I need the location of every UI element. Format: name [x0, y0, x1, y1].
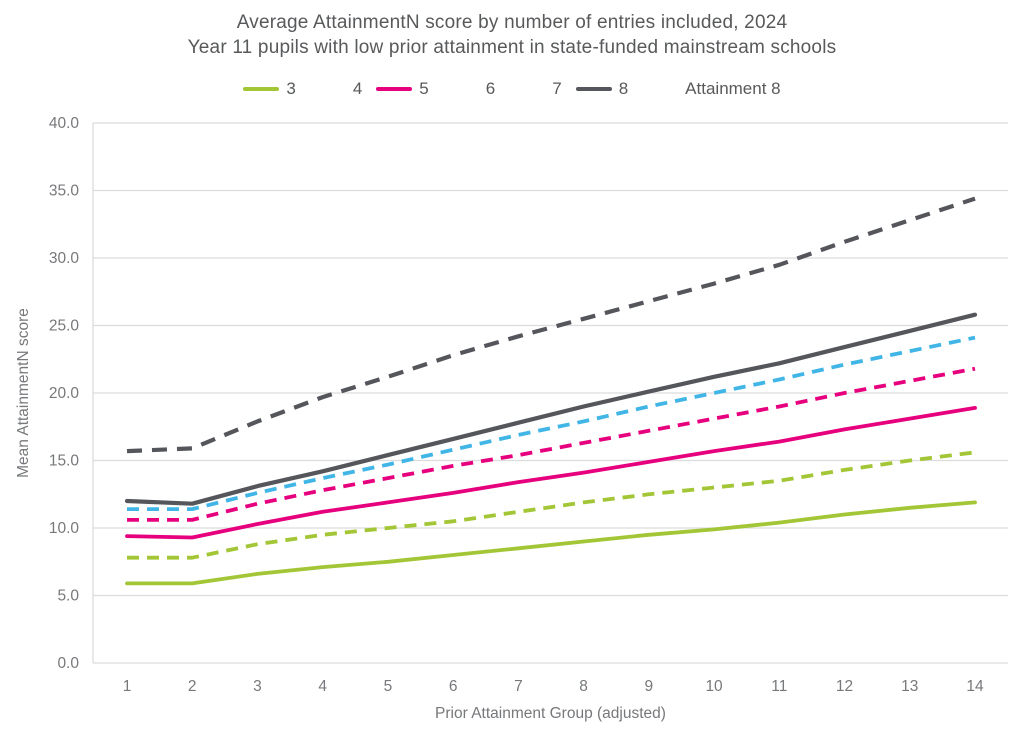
- y-axis-title: Mean AttainmentN score: [15, 308, 32, 478]
- legend-label: 8: [618, 79, 629, 98]
- y-tick-label: 40.0: [49, 115, 80, 132]
- y-tick-label: 25.0: [49, 318, 80, 335]
- x-tick-label: 13: [901, 678, 918, 695]
- x-tick-label: 8: [579, 678, 588, 695]
- chart-subtitle: Year 11 pupils with low prior attainment…: [187, 37, 837, 58]
- legend-item-attainment-8: Attainment 8: [642, 79, 780, 99]
- chart-title-block: Average AttainmentN score by number of e…: [0, 10, 1024, 60]
- legend-label: 7: [552, 79, 562, 98]
- legend-item-3: 3: [243, 79, 296, 99]
- y-tick-label: 35.0: [49, 183, 80, 200]
- solid-line-swatch-icon: [243, 87, 280, 91]
- x-tick-label: 2: [188, 678, 197, 695]
- x-tick-label: 9: [645, 678, 654, 695]
- legend-item-7: 7: [509, 79, 561, 99]
- x-tick-label: 4: [318, 678, 327, 695]
- legend-label: 6: [485, 79, 496, 98]
- legend-item-5: 5: [376, 79, 429, 99]
- solid-line-swatch-icon: [376, 87, 413, 91]
- x-tick-label: 3: [253, 678, 262, 695]
- x-axis-title: Prior Attainment Group (adjusted): [435, 705, 666, 722]
- legend-label: 4: [352, 79, 363, 98]
- legend-item-4: 4: [310, 79, 362, 99]
- y-tick-label: 5.0: [57, 588, 79, 605]
- x-tick-label: 11: [771, 678, 787, 695]
- series-line-8: [124, 312, 978, 506]
- x-tick-label: 7: [514, 678, 523, 695]
- chart-title: Average AttainmentN score by number of e…: [236, 12, 788, 33]
- x-tick-label: 10: [705, 678, 723, 695]
- x-tick-label: 5: [384, 678, 393, 695]
- y-tick-label: 0.0: [57, 655, 79, 672]
- legend-label: 5: [419, 79, 429, 98]
- x-tick-label: 1: [123, 678, 132, 695]
- solid-line-swatch-icon: [575, 87, 612, 91]
- series-line-4: [127, 450, 976, 560]
- series-line-attainment-8: [126, 196, 976, 454]
- legend-item-8: 8: [575, 79, 629, 99]
- y-tick-label: 10.0: [49, 520, 80, 537]
- y-tick-label: 20.0: [49, 385, 80, 402]
- series-line-3: [125, 500, 977, 586]
- y-tick-label: 30.0: [49, 250, 80, 267]
- x-tick-label: 12: [836, 678, 853, 695]
- y-tick-label: 15.0: [49, 453, 80, 470]
- legend-label: 3: [286, 79, 296, 98]
- series-line-6: [127, 366, 976, 522]
- legend-label: Attainment 8: [685, 79, 781, 98]
- series-line-5: [125, 405, 977, 540]
- x-tick-label: 6: [449, 678, 458, 695]
- legend-item-6: 6: [443, 79, 495, 99]
- series-line-7: [127, 335, 976, 512]
- x-tick-label: 14: [966, 678, 984, 695]
- legend: 3 4 5 6 7 8 Attainment 8: [0, 79, 1024, 99]
